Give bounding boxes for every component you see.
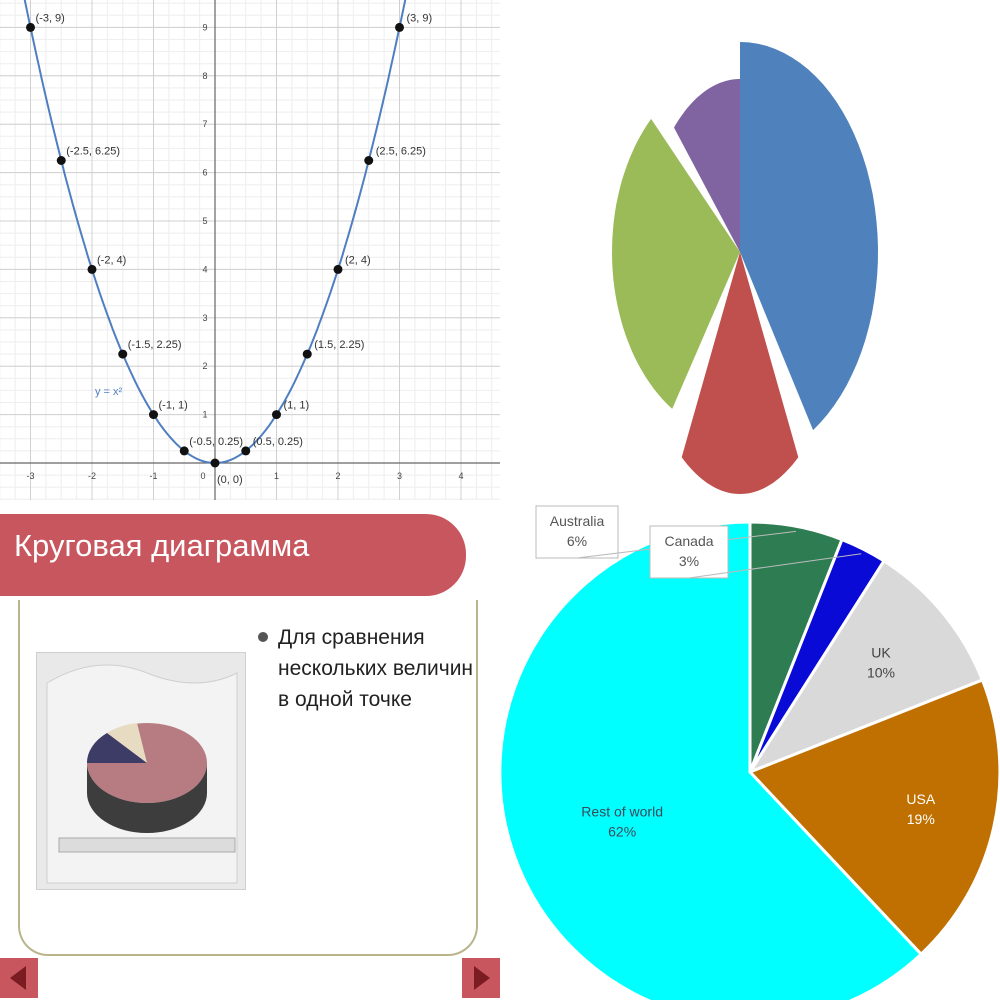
y-tick-label: 3 (202, 313, 207, 323)
point-label: (-0.5, 0.25) (189, 436, 243, 448)
slide-header-bar (0, 514, 466, 596)
point-label: (0, 0) (217, 474, 243, 486)
y-tick-label: 8 (202, 71, 207, 81)
x-tick-label: -1 (149, 471, 157, 481)
country-share-pie-chart: Australia 6% Canada 3% UK 10% USA 19% Rest of wo… (500, 500, 1000, 1000)
parabola-plot-area: -3 -2 -1 0 1 2 3 4 1 2 3 4 5 6 7 8 9 y = x² (-3, 9) (-2.5, … (0, 0, 500, 500)
x-tick-label: -3 (26, 471, 34, 481)
slice-category-label: USA (906, 791, 935, 807)
slice-percent-label: 3% (679, 553, 699, 569)
slice-percent-label: 19% (907, 811, 935, 827)
curve-label: y = x² (95, 386, 123, 398)
data-point (26, 22, 35, 32)
data-point (56, 156, 66, 165)
bullet-dot-icon (258, 632, 268, 642)
callout-leader (688, 553, 862, 579)
point-label: (2.5, 6.25) (376, 146, 426, 158)
pie-slice (746, 558, 985, 776)
slice-percent-label: 62% (608, 824, 636, 840)
y-tick-label: 2 (202, 361, 207, 371)
data-point (210, 458, 220, 468)
parabola-chart: -3 -2 -1 0 1 2 3 4 1 2 3 4 5 6 7 8 9 y = x² (-3, 9) (-2.5, … (0, 0, 500, 500)
point-label: (3, 9) (407, 12, 433, 24)
x-tick-label: 3 (397, 471, 402, 481)
point-label: (-1.5, 2.25) (128, 339, 182, 351)
y-tick-label: 5 (202, 216, 207, 226)
x-tick-label: 2 (335, 471, 340, 481)
point-label: (0.5, 0.25) (253, 436, 303, 448)
data-point (118, 349, 128, 359)
pie-slice (681, 252, 799, 494)
point-label: (2, 4) (345, 254, 371, 266)
pie-slice (500, 520, 924, 1000)
previous-slide-button[interactable] (0, 958, 38, 998)
x-tick-label: 0 (200, 471, 205, 481)
country-share-pie-plot: Australia 6% Canada 3% UK 10% USA 19% Rest of wo… (500, 505, 1000, 1000)
data-point (179, 446, 189, 456)
pie-slice (740, 42, 878, 431)
slide-pie-thumbnail (36, 652, 246, 890)
slice-percent-label: 6% (567, 533, 587, 549)
pie-slice (747, 678, 1000, 957)
slice-category-label: Australia (550, 513, 605, 529)
pie-slice (674, 79, 740, 252)
point-label: (1, 1) (284, 400, 310, 412)
slice-category-label: Canada (664, 533, 713, 549)
slice-percent-label: 10% (867, 665, 895, 681)
data-point (149, 410, 158, 420)
y-tick-label: 7 (202, 119, 207, 129)
slice-category-label: UK (871, 645, 891, 661)
data-point (364, 156, 374, 165)
slide-bullet-text: Для сравнения нескольких величин в одной… (278, 626, 474, 711)
presentation-slide (0, 500, 500, 1000)
thumbnail-3d-pie-icon (46, 664, 238, 884)
data-point (333, 264, 343, 274)
y-tick-label: 4 (202, 264, 207, 274)
slice-category-label: Rest of world (581, 804, 663, 820)
arrow-left-icon (10, 966, 26, 990)
point-label: (-3, 9) (36, 12, 65, 24)
data-point (241, 446, 251, 456)
segmented-pie-chart (500, 0, 1000, 500)
callout-box (649, 525, 729, 579)
slide-title: Круговая диаграмма (14, 528, 310, 563)
data-point (302, 349, 312, 359)
point-label: (-1, 1) (159, 400, 188, 412)
y-tick-label: 1 (202, 410, 207, 420)
next-slide-button[interactable] (462, 958, 500, 998)
data-point (87, 264, 97, 274)
x-tick-label: -2 (88, 471, 96, 481)
data-point (272, 410, 281, 420)
x-tick-label: 4 (458, 471, 463, 481)
segmented-pie-plot (612, 42, 878, 494)
point-label: (-2, 4) (97, 254, 126, 266)
y-tick-label: 6 (202, 168, 207, 178)
data-point (395, 22, 404, 32)
x-tick-label: 1 (274, 471, 279, 481)
pie-slice (612, 118, 740, 409)
y-tick-label: 9 (202, 22, 207, 32)
point-label: (-2.5, 6.25) (66, 146, 120, 158)
point-label: (1.5, 2.25) (314, 339, 364, 351)
arrow-right-icon (474, 966, 490, 990)
